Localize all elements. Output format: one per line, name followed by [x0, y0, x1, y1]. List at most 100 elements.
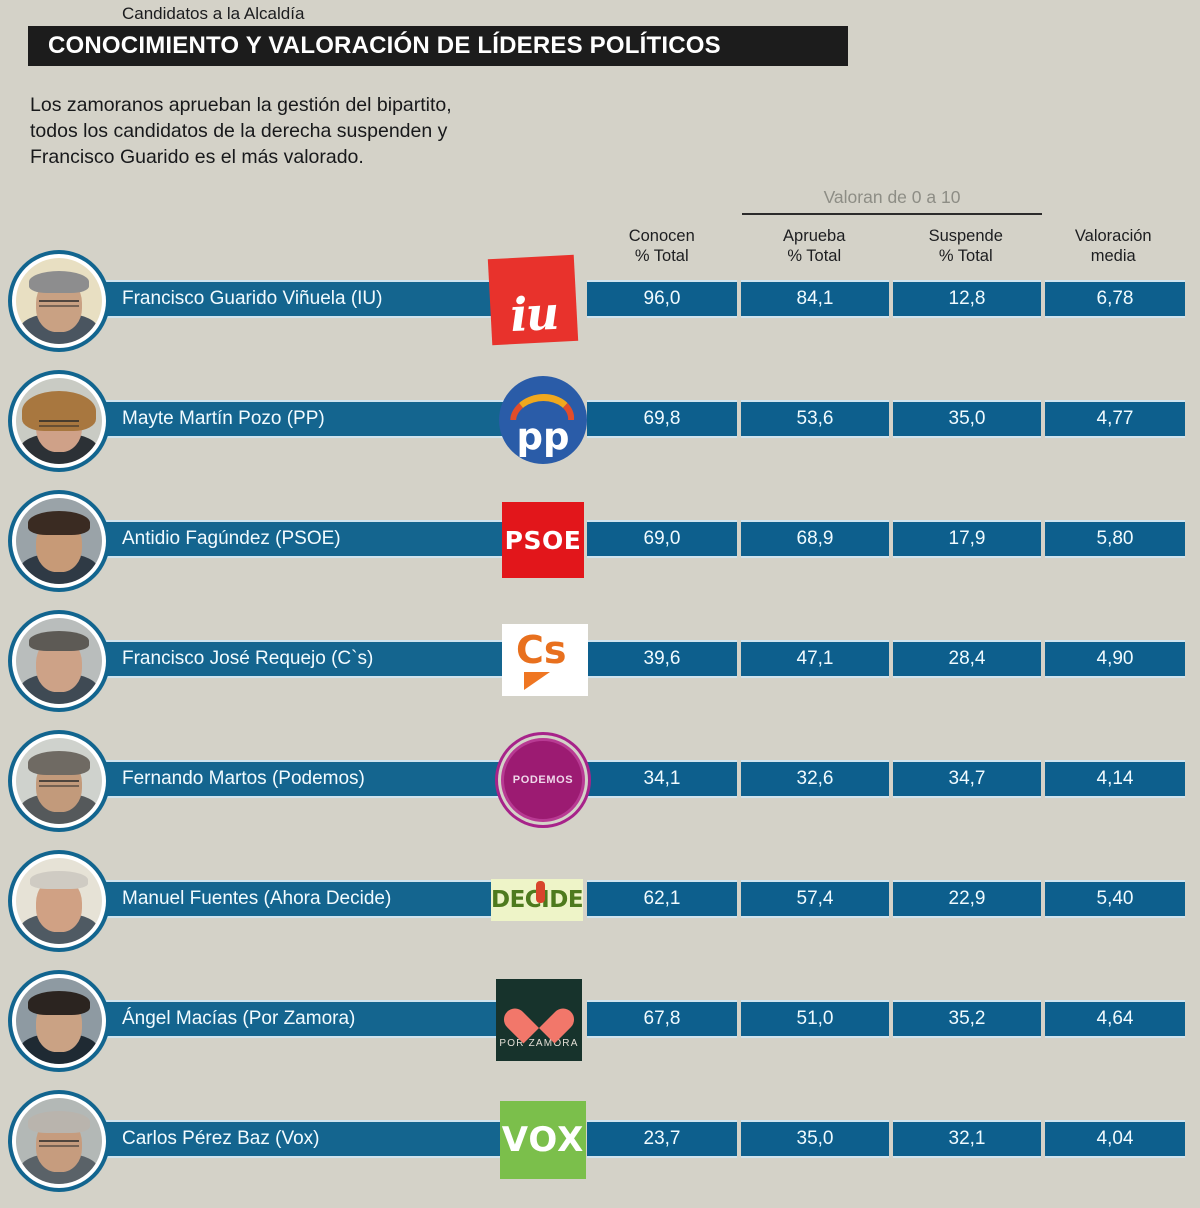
cell-aprueba: 53,6 [741, 400, 889, 438]
glasses-icon [39, 420, 79, 427]
candidates-table: Francisco Guarido Viñuela (IU) iu 96,0 8… [0, 240, 1200, 1200]
glasses-icon [39, 1140, 79, 1147]
photo-hair [30, 871, 88, 889]
candidate-name-bar[interactable]: Mayte Martín Pozo (PP) [56, 400, 568, 438]
value-cells: 69,0 68,9 17,9 5,80 [587, 520, 1185, 558]
candidate-photo [16, 378, 102, 464]
avatar [8, 610, 110, 712]
candidate-photo [16, 738, 102, 824]
table-row: Ángel Macías (Por Zamora) POR ZAMORA 67,… [0, 960, 1200, 1080]
psoe-logo-text: PSOE [504, 525, 582, 555]
cell-suspende: 17,9 [893, 520, 1041, 558]
candidate-name-bar[interactable]: Fernando Martos (Podemos) [56, 760, 568, 798]
candidate-name: Francisco José Requejo (C`s) [122, 648, 374, 669]
column-header-conocen-line2: % Total [634, 247, 689, 265]
avatar [8, 730, 110, 832]
avatar [8, 490, 110, 592]
candidate-name-bar[interactable]: Ángel Macías (Por Zamora) [56, 1000, 568, 1038]
cell-valoracion-media: 4,64 [1045, 1000, 1185, 1038]
cell-aprueba: 35,0 [741, 1120, 889, 1158]
standfirst-line-3: Francisco Guarido es el más valorado. [30, 146, 364, 168]
party-logo: PODEMOS [488, 728, 598, 832]
cell-conocen: 62,1 [587, 880, 737, 918]
column-header-valoracion-media: Valoración media [1043, 226, 1183, 266]
party-logo: DECIDE [482, 848, 592, 952]
table-row: Antidio Fagúndez (PSOE) PSOE 69,0 68,9 1… [0, 480, 1200, 600]
avatar [8, 370, 110, 472]
cell-aprueba: 68,9 [741, 520, 889, 558]
cell-aprueba: 32,6 [741, 760, 889, 798]
zamora-logo-text: POR ZAMORA [499, 1037, 579, 1049]
podemos-logo-text: PODEMOS [512, 774, 574, 786]
photo-hair [28, 511, 90, 535]
column-header-aprueba-line2: % Total [787, 247, 842, 265]
por-zamora-logo: POR ZAMORA [496, 979, 582, 1061]
cs-flag-icon [524, 672, 550, 690]
value-cells: 67,8 51,0 35,2 4,64 [587, 1000, 1185, 1038]
cell-suspende: 35,0 [893, 400, 1041, 438]
cell-suspende: 28,4 [893, 640, 1041, 678]
avatar [8, 850, 110, 952]
cs-logo: Cs [502, 624, 588, 696]
candidate-name-bar[interactable]: Antidio Fagúndez (PSOE) [56, 520, 568, 558]
rating-group-label: Valoran de 0 a 10 [823, 187, 961, 207]
candidate-name: Fernando Martos (Podemos) [122, 768, 365, 789]
avatar-ring [12, 1094, 106, 1188]
party-logo: pp [488, 368, 598, 472]
pp-logo: pp [499, 376, 587, 464]
avatar-ring [12, 974, 106, 1068]
column-headers: Conocen % Total Aprueba % Total Suspende… [587, 226, 1183, 266]
avatar-ring [12, 374, 106, 468]
avatar-ring [12, 734, 106, 828]
photo-hair [29, 271, 89, 293]
value-cells: 62,1 57,4 22,9 5,40 [587, 880, 1185, 918]
party-logo: PSOE [488, 488, 598, 592]
rating-group-header: Valoran de 0 a 10 [742, 186, 1042, 208]
value-cells: 39,6 47,1 28,4 4,90 [587, 640, 1185, 678]
column-header-conocen: Conocen % Total [587, 226, 736, 266]
avatar-ring [12, 614, 106, 708]
cell-aprueba: 57,4 [741, 880, 889, 918]
cell-conocen: 69,0 [587, 520, 737, 558]
cell-suspende: 12,8 [893, 280, 1041, 318]
candidate-name: Antidio Fagúndez (PSOE) [122, 528, 341, 549]
psoe-logo: PSOE [502, 502, 584, 578]
rating-group-rule [742, 213, 1042, 215]
cell-valoracion-media: 5,40 [1045, 880, 1185, 918]
candidate-photo [16, 978, 102, 1064]
table-row: Mayte Martín Pozo (PP) pp 69,8 53,6 35,0… [0, 360, 1200, 480]
avatar-ring [12, 254, 106, 348]
table-row: Carlos Pérez Baz (Vox) VOX 23,7 35,0 32,… [0, 1080, 1200, 1200]
cell-valoracion-media: 4,14 [1045, 760, 1185, 798]
pp-logo-text: pp [516, 415, 570, 458]
cell-valoracion-media: 6,78 [1045, 280, 1185, 318]
value-cells: 34,1 32,6 34,7 4,14 [587, 760, 1185, 798]
candidate-name: Carlos Pérez Baz (Vox) [122, 1128, 320, 1149]
table-row: Manuel Fuentes (Ahora Decide) DECIDE 62,… [0, 840, 1200, 960]
candidate-name-bar[interactable]: Francisco José Requejo (C`s) [56, 640, 568, 678]
vox-logo-text: VOX [501, 1120, 585, 1160]
value-cells: 96,0 84,1 12,8 6,78 [587, 280, 1185, 318]
cell-valoracion-media: 4,77 [1045, 400, 1185, 438]
avatar [8, 250, 110, 352]
standfirst: Los zamoranos aprueban la gestión del bi… [30, 92, 630, 170]
candidate-name-bar[interactable]: Manuel Fuentes (Ahora Decide) [56, 880, 568, 918]
column-header-aprueba-line1: Aprueba [783, 227, 846, 245]
decide-figure-icon [536, 881, 545, 903]
standfirst-line-2: todos los candidatos de la derecha suspe… [30, 120, 448, 142]
ahora-decide-logo: DECIDE [491, 879, 584, 921]
iu-logo-text: iu [508, 285, 559, 343]
cell-conocen: 69,8 [587, 400, 737, 438]
candidate-name: Francisco Guarido Viñuela (IU) [122, 288, 383, 309]
cell-aprueba: 51,0 [741, 1000, 889, 1038]
cell-suspende: 35,2 [893, 1000, 1041, 1038]
candidate-name-bar[interactable]: Carlos Pérez Baz (Vox) [56, 1120, 568, 1158]
candidate-name: Mayte Martín Pozo (PP) [122, 408, 325, 429]
party-logo: POR ZAMORA [484, 968, 594, 1072]
candidate-name-bar[interactable]: Francisco Guarido Viñuela (IU) [56, 280, 566, 318]
photo-hair [28, 991, 90, 1015]
table-row: Francisco Guarido Viñuela (IU) iu 96,0 8… [0, 240, 1200, 360]
avatar-ring [12, 494, 106, 588]
page-title: CONOCIMIENTO Y VALORACIÓN DE LÍDERES POL… [48, 32, 721, 59]
cell-conocen: 34,1 [587, 760, 737, 798]
